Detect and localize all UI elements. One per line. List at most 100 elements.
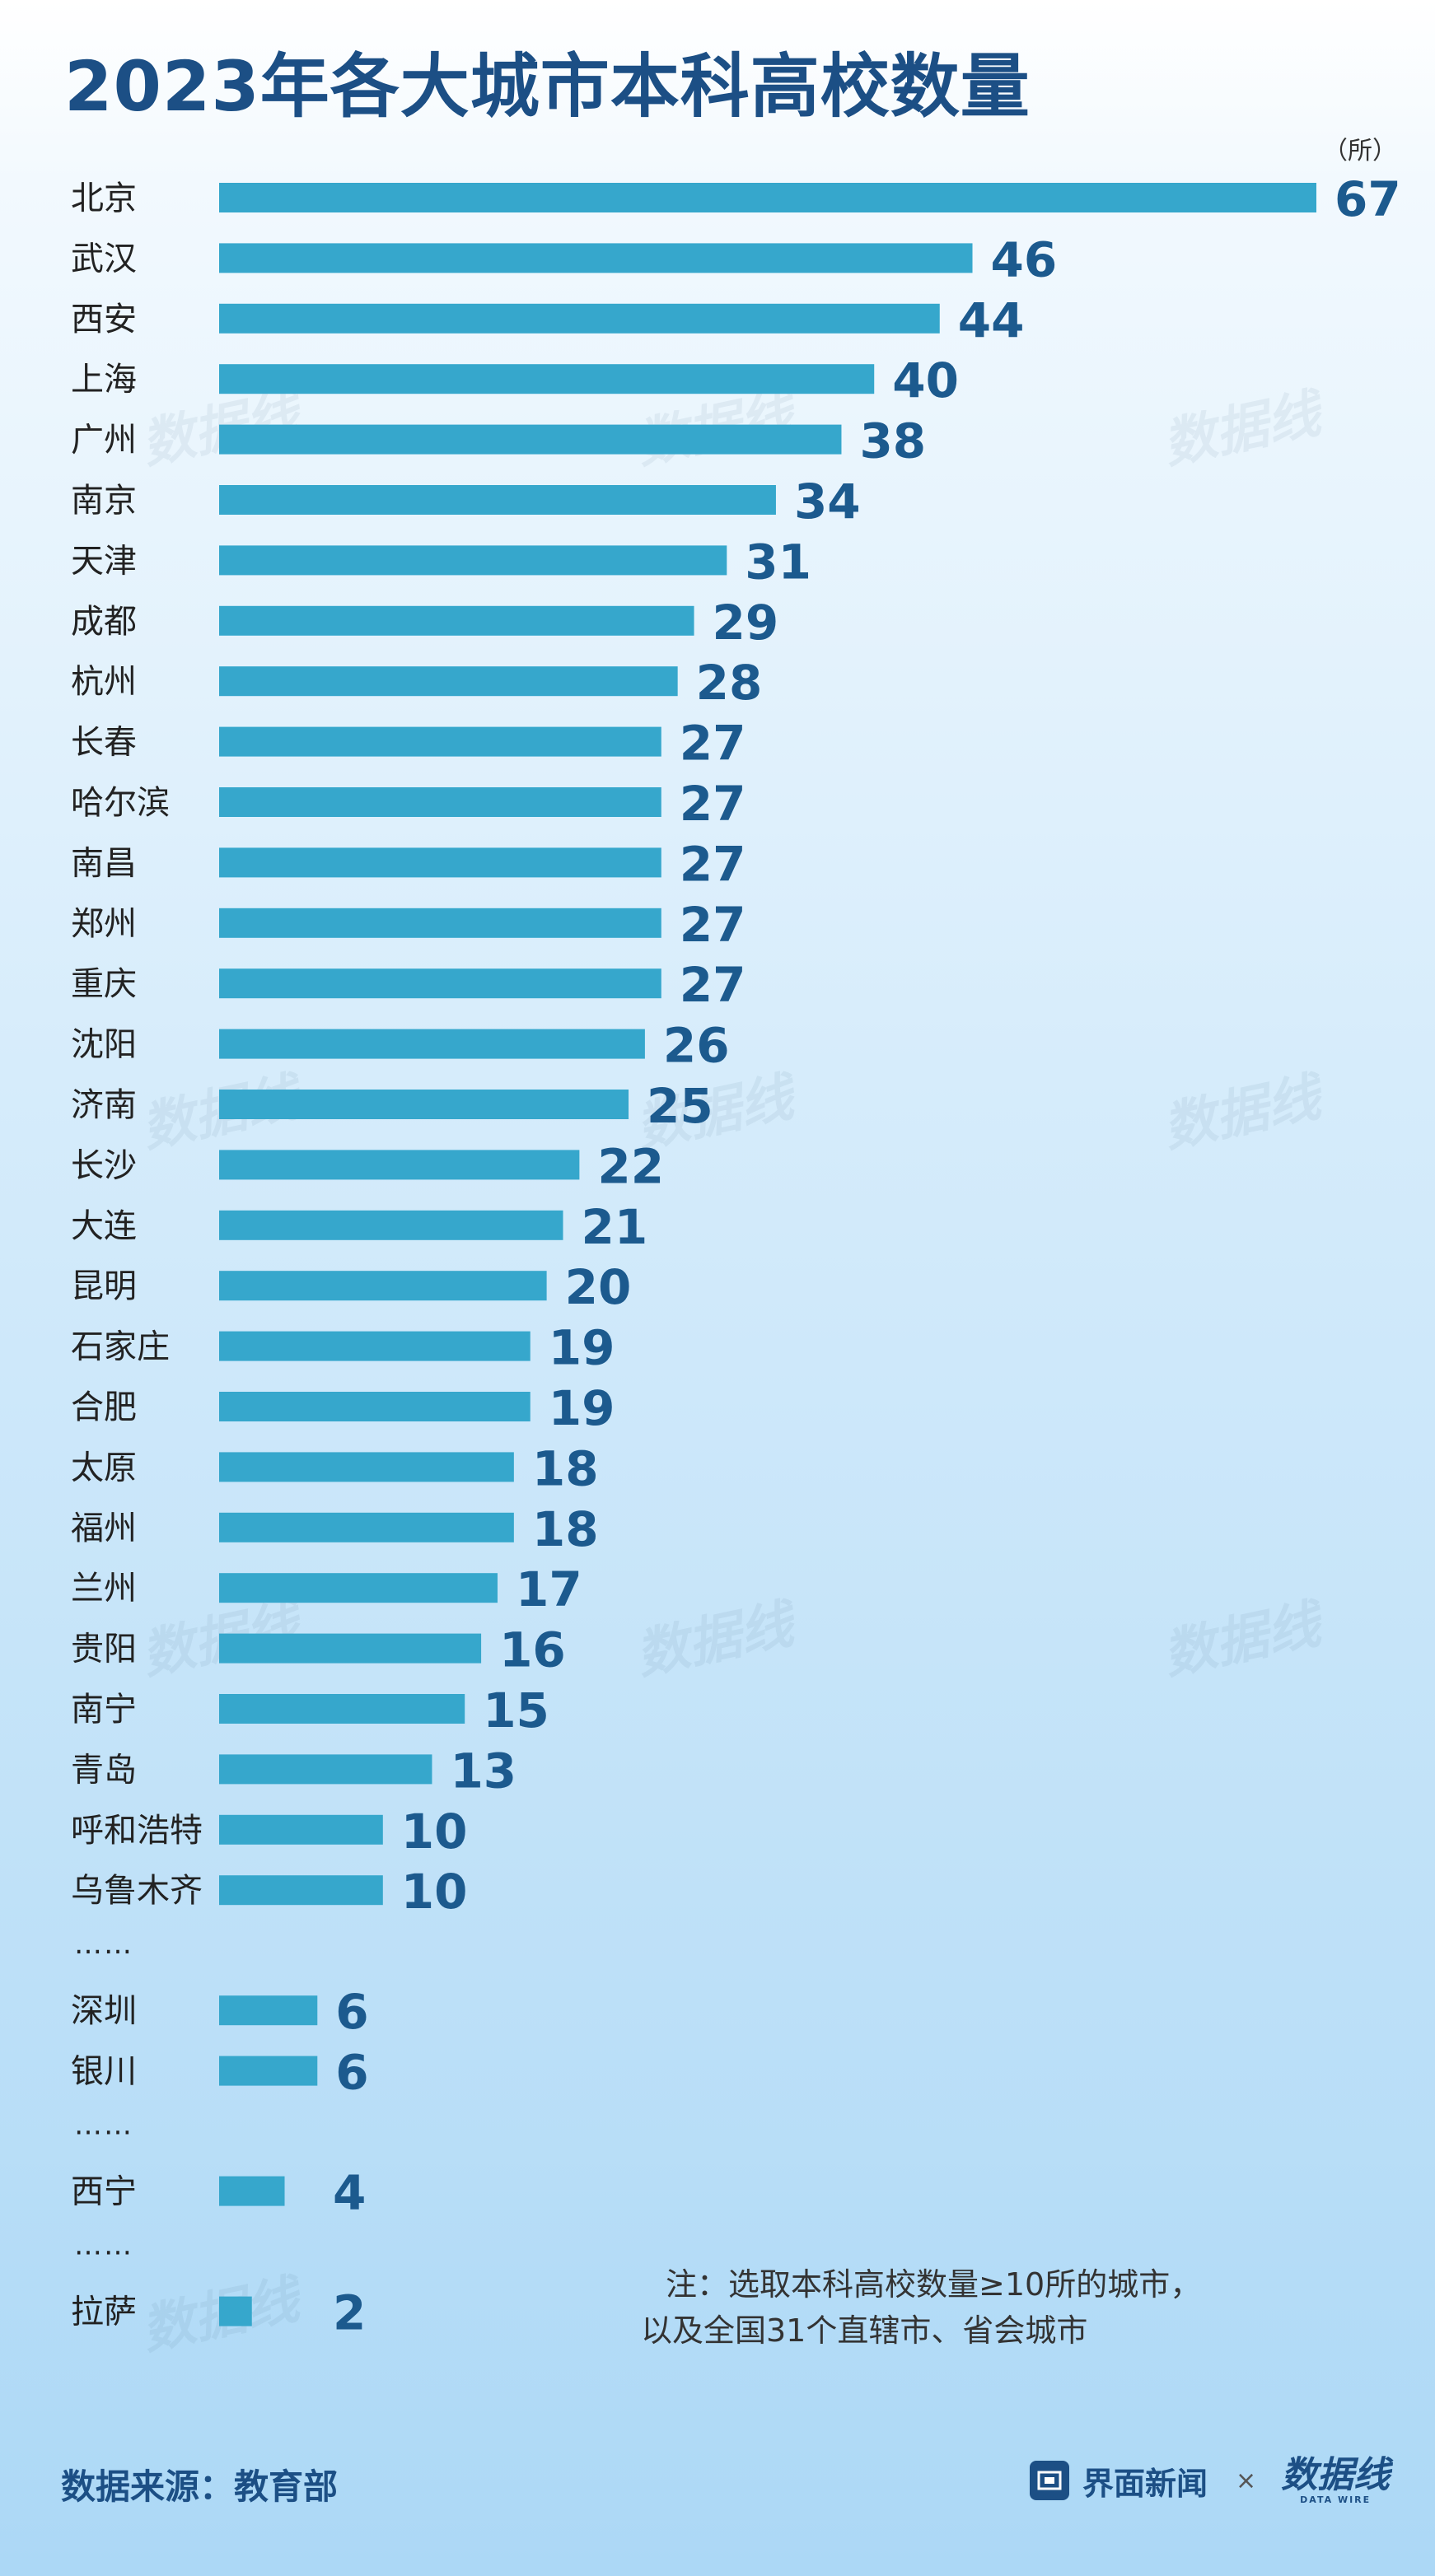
category-label: 拉萨 xyxy=(71,2294,137,2331)
value-label: 27 xyxy=(680,776,746,832)
bar xyxy=(219,2296,252,2326)
value-label: 4 xyxy=(333,2165,366,2221)
bar xyxy=(219,1331,531,1361)
value-label: 38 xyxy=(859,413,926,469)
category-label: 南京 xyxy=(71,482,137,520)
value-label: 6 xyxy=(335,1984,368,2040)
value-label: 19 xyxy=(549,1320,615,1376)
bar xyxy=(219,666,678,697)
value-label: 13 xyxy=(450,1743,517,1799)
bar xyxy=(219,243,973,273)
value-label: 67 xyxy=(1335,171,1401,227)
value-label: 16 xyxy=(499,1622,566,1678)
category-label: 西安 xyxy=(71,301,137,338)
value-label: 2 xyxy=(333,2285,366,2341)
brand-bar: 界面新闻 × 数据线 DATA WIRE xyxy=(1030,2448,1390,2513)
bar xyxy=(219,183,1316,212)
category-label: 深圳 xyxy=(71,1992,137,2030)
category-label: 昆明 xyxy=(71,1267,137,1305)
bar xyxy=(219,1452,514,1482)
data-source: 数据来源：教育部 xyxy=(61,2466,339,2507)
value-label: 26 xyxy=(663,1018,730,1074)
chart-note: 注：选取本科高校数量≥10所的城市， 以及全国31个直辖市、省会城市 xyxy=(641,2261,1325,2354)
bar xyxy=(219,1875,383,1906)
bar xyxy=(219,968,661,999)
ellipsis-label: …… xyxy=(74,2229,133,2262)
value-label: 25 xyxy=(647,1078,713,1134)
bar xyxy=(219,605,694,636)
category-label: 贵阳 xyxy=(71,1631,137,1668)
brand-times: × xyxy=(1236,2466,1257,2495)
category-label: 武汉 xyxy=(71,240,137,278)
bar xyxy=(219,1694,465,1724)
chart-title: 2023年各大城市本科高校数量 xyxy=(64,46,1031,127)
category-label: 北京 xyxy=(71,180,137,217)
bar xyxy=(219,1392,531,1421)
value-label: 27 xyxy=(680,897,746,953)
category-label: 广州 xyxy=(71,422,137,460)
category-label: 南宁 xyxy=(71,1691,137,1729)
category-label: 南昌 xyxy=(71,844,137,882)
value-label: 20 xyxy=(565,1259,632,1315)
value-label: 40 xyxy=(892,352,959,408)
value-label: 44 xyxy=(958,292,1025,348)
category-label: 杭州 xyxy=(71,663,137,701)
value-label: 31 xyxy=(745,534,811,590)
value-label: 46 xyxy=(991,231,1058,287)
category-label: 郑州 xyxy=(71,905,137,943)
value-label: 27 xyxy=(680,957,746,1013)
note-line-1: 注：选取本科高校数量≥10所的城市， xyxy=(666,2266,1202,2303)
ellipsis-label: …… xyxy=(74,1928,133,1961)
value-label: 18 xyxy=(532,1501,599,1557)
bar xyxy=(219,1995,318,2026)
category-label: 大连 xyxy=(71,1207,137,1245)
bar xyxy=(219,303,940,334)
unit-label: （所） xyxy=(1323,137,1397,166)
bar xyxy=(219,1512,514,1542)
value-label: 22 xyxy=(597,1138,664,1194)
bar xyxy=(219,1271,547,1301)
bar xyxy=(219,847,661,878)
datawire-logo-cn: 数据线 xyxy=(1281,2453,1391,2496)
category-label: 成都 xyxy=(71,603,137,641)
bar xyxy=(219,787,661,817)
category-label: 沈阳 xyxy=(71,1026,137,1064)
bar xyxy=(219,1090,629,1119)
value-label: 15 xyxy=(483,1682,549,1738)
category-label: 长沙 xyxy=(71,1146,137,1184)
category-label: 呼和浩特 xyxy=(71,1812,203,1850)
datawire-logo: 数据线 DATA WIRE xyxy=(1281,2453,1391,2505)
bar xyxy=(219,1633,482,1664)
bar xyxy=(219,1754,432,1785)
bar xyxy=(219,424,842,455)
value-label: 19 xyxy=(549,1380,615,1436)
category-label: 长春 xyxy=(71,724,137,762)
category-label: 重庆 xyxy=(71,965,137,1003)
category-label: 乌鲁木齐 xyxy=(71,1872,203,1910)
value-label: 10 xyxy=(401,1804,468,1860)
category-label: 西宁 xyxy=(71,2173,137,2211)
bar xyxy=(219,1150,580,1180)
bar xyxy=(219,1814,383,1845)
bar xyxy=(219,2176,285,2206)
value-label: 27 xyxy=(680,716,746,772)
bar xyxy=(219,1029,645,1059)
category-label: 合肥 xyxy=(71,1388,137,1426)
value-label: 18 xyxy=(532,1440,599,1496)
category-label: 太原 xyxy=(71,1449,137,1486)
value-label: 27 xyxy=(680,836,746,892)
brand-name: 界面新闻 xyxy=(1082,2465,1208,2502)
bar xyxy=(219,1573,498,1603)
datawire-logo-en: DATA WIRE xyxy=(1300,2494,1372,2505)
category-label: 福州 xyxy=(71,1510,137,1547)
category-label: 天津 xyxy=(71,542,137,580)
value-label: 6 xyxy=(335,2045,368,2101)
bar xyxy=(219,364,875,394)
value-label: 29 xyxy=(713,595,779,651)
category-label: 上海 xyxy=(71,361,137,399)
bar xyxy=(219,2056,318,2086)
value-label: 21 xyxy=(581,1199,647,1255)
category-label: 兰州 xyxy=(71,1570,137,1608)
category-label: 银川 xyxy=(71,2053,137,2091)
bar xyxy=(219,908,661,938)
